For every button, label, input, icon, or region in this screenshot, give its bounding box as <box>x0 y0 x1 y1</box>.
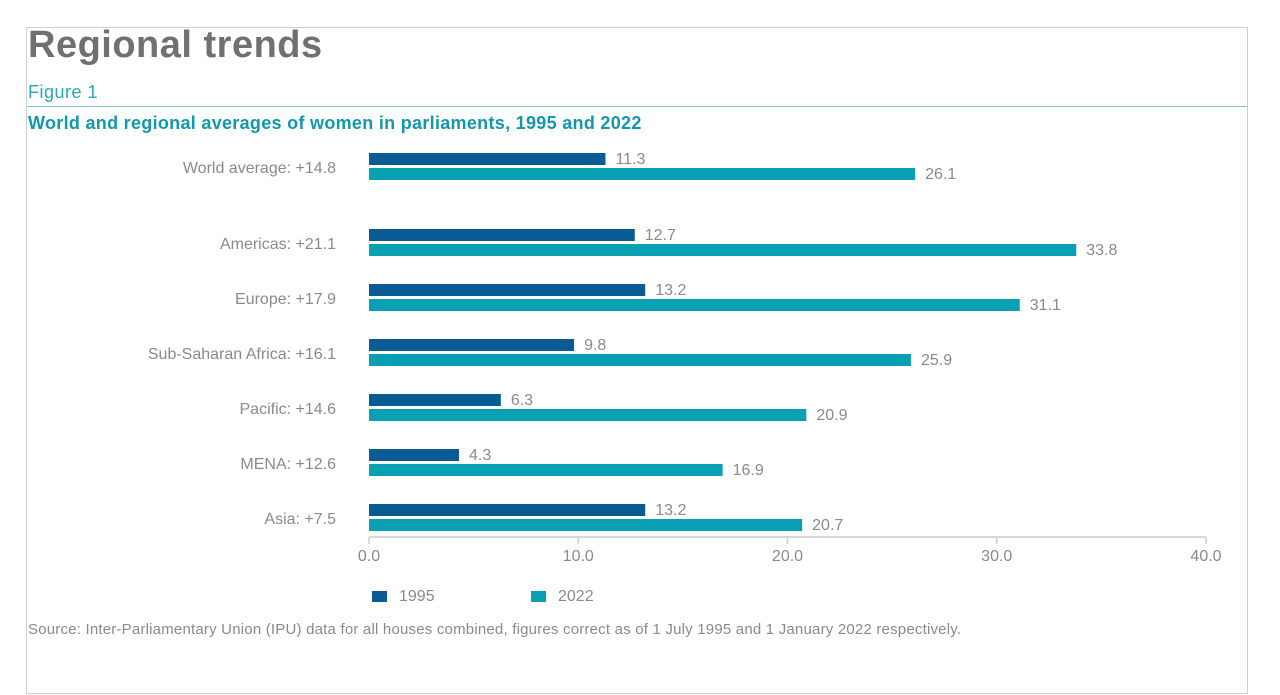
legend-label-1995: 1995 <box>399 588 435 605</box>
bar-1995 <box>369 153 606 165</box>
data-label-1995: 4.3 <box>469 447 491 464</box>
data-label-1995: 12.7 <box>645 227 676 244</box>
x-tick-label: 20.0 <box>772 548 803 565</box>
category-label: Sub-Saharan Africa: +16.1 <box>148 346 336 363</box>
category-label: Americas: +21.1 <box>220 236 336 253</box>
data-label-2022: 20.9 <box>816 407 847 424</box>
bar-2022 <box>369 168 916 180</box>
bar-2022 <box>369 299 1020 311</box>
bar-1995 <box>369 229 635 241</box>
category-label: Asia: +7.5 <box>264 511 336 528</box>
x-tick-label: 40.0 <box>1190 548 1221 565</box>
bar-1995 <box>369 394 501 406</box>
category-label: World average: +14.8 <box>183 160 336 177</box>
data-label-2022: 26.1 <box>925 166 956 183</box>
figure-frame <box>26 27 1248 694</box>
data-label-2022: 25.9 <box>921 352 952 369</box>
data-label-1995: 13.2 <box>655 282 686 299</box>
data-label-1995: 13.2 <box>655 502 686 519</box>
legend-swatch-2022 <box>531 591 546 602</box>
bar-2022 <box>369 244 1077 256</box>
figure-label: Figure 1 <box>28 82 99 102</box>
data-label-1995: 11.3 <box>615 151 645 168</box>
divider <box>27 106 1247 107</box>
category-label: MENA: +12.6 <box>240 456 336 473</box>
chart-title: World and regional averages of women in … <box>28 113 642 133</box>
data-label-2022: 33.8 <box>1086 242 1117 259</box>
bar-1995 <box>369 504 646 516</box>
bar-1995 <box>369 449 459 461</box>
data-label-1995: 9.8 <box>584 337 606 354</box>
data-label-2022: 20.7 <box>812 517 843 534</box>
source-note: Source: Inter-Parliamentary Union (IPU) … <box>28 621 962 638</box>
bar-1995 <box>369 284 646 296</box>
bar-1995 <box>369 339 575 351</box>
data-label-1995: 6.3 <box>511 392 533 409</box>
category-label: Europe: +17.9 <box>235 291 336 308</box>
bar-2022 <box>369 519 803 531</box>
page-title: Regional trends <box>28 24 323 66</box>
bar-2022 <box>369 409 807 421</box>
x-tick-label: 0.0 <box>358 548 380 565</box>
x-tick-label: 10.0 <box>563 548 594 565</box>
legend-swatch-1995 <box>372 591 387 602</box>
legend-label-2022: 2022 <box>558 588 594 605</box>
bar-2022 <box>369 354 911 366</box>
data-label-2022: 31.1 <box>1030 297 1061 314</box>
data-label-2022: 16.9 <box>733 462 764 479</box>
category-label: Pacific: +14.6 <box>240 401 337 418</box>
bar-2022 <box>369 464 723 476</box>
x-tick-label: 30.0 <box>981 548 1012 565</box>
